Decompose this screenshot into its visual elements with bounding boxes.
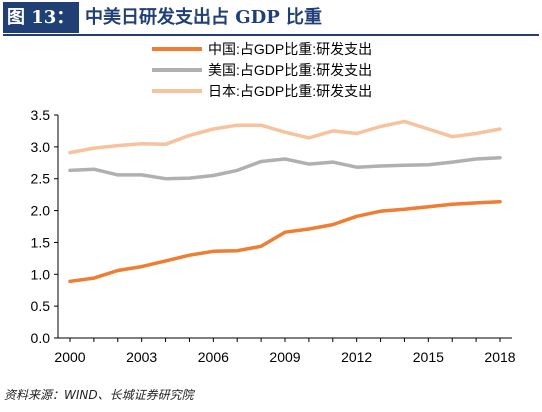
series-line-china: [68, 199, 502, 284]
y-tick-label: 0.0: [31, 330, 51, 346]
x-tick-label: 2012: [341, 349, 372, 365]
legend-label-japan: 日本:占GDP比重:研发支出: [208, 83, 372, 99]
figure-number-label: 图 13：: [3, 2, 79, 33]
y-tick-label: 1.0: [31, 266, 51, 282]
figure-title: 中美日研发支出占 GDP 比重: [85, 7, 323, 28]
x-tick-label: 2009: [269, 349, 300, 365]
x-tick-label: 2006: [198, 349, 229, 365]
title-underline: [3, 34, 539, 36]
x-tick-label: 2003: [126, 349, 157, 365]
figure-title-bar: 图 13： 中美日研发支出占 GDP 比重: [3, 2, 539, 36]
y-tick-label: 3.0: [31, 139, 51, 155]
x-tick-label: 2000: [54, 349, 85, 365]
legend-label-china: 中国:占GDP比重:研发支出: [208, 41, 372, 57]
y-tick-label: 3.5: [31, 107, 51, 123]
series-line-us: [68, 155, 502, 181]
source-note: 资料来源：WIND、长城证券研究院: [4, 388, 194, 402]
x-tick-label: 2015: [413, 349, 444, 365]
x-tick-label: 2018: [484, 349, 515, 365]
y-tick-label: 0.5: [31, 298, 51, 314]
y-tick-label: 2.0: [31, 203, 51, 219]
y-tick-label: 2.5: [31, 171, 51, 187]
series-line-japan: [68, 119, 502, 155]
y-tick-label: 1.5: [31, 234, 51, 250]
legend-label-us: 美国:占GDP比重:研发支出: [208, 62, 372, 78]
